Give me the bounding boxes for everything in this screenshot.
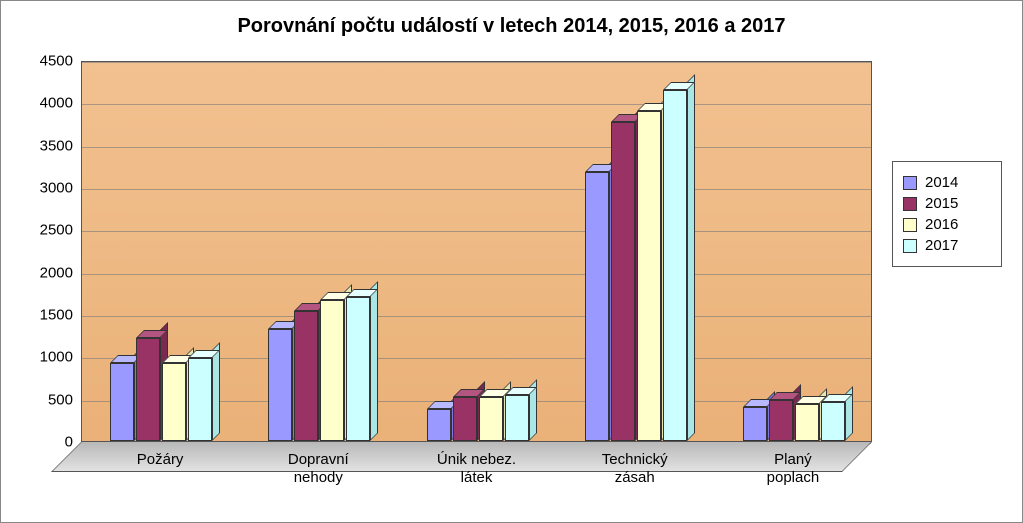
bar bbox=[110, 363, 134, 441]
y-tick-label: 2500 bbox=[40, 222, 73, 239]
y-tick-label: 2000 bbox=[40, 264, 73, 281]
legend-label: 2016 bbox=[925, 216, 958, 233]
x-tick-label: Dopravnínehody bbox=[239, 447, 397, 502]
y-tick-label: 1500 bbox=[40, 307, 73, 324]
bar bbox=[294, 311, 318, 441]
y-tick-label: 0 bbox=[65, 434, 73, 451]
bar bbox=[663, 90, 687, 441]
bar bbox=[188, 358, 212, 441]
x-tick-label: Požáry bbox=[81, 447, 239, 502]
y-tick-label: 4000 bbox=[40, 95, 73, 112]
bar bbox=[743, 407, 767, 441]
x-tick-label: Technickýzásah bbox=[556, 447, 714, 502]
x-axis-labels: PožáryDopravnínehodyÚnik nebez.látekTech… bbox=[81, 447, 872, 502]
bar bbox=[821, 402, 845, 441]
legend-item: 2017 bbox=[903, 237, 991, 254]
chart-body: 050010001500200025003000350040004500 Pož… bbox=[21, 61, 1002, 502]
y-tick-label: 500 bbox=[48, 391, 73, 408]
bar-group bbox=[427, 395, 529, 441]
legend-swatch bbox=[903, 239, 917, 253]
bar bbox=[320, 300, 344, 441]
chart-container: Porovnání počtu událostí v letech 2014, … bbox=[0, 0, 1023, 523]
gridline bbox=[82, 274, 871, 275]
bar bbox=[585, 172, 609, 441]
legend-label: 2015 bbox=[925, 195, 958, 212]
bar bbox=[769, 400, 793, 441]
chart-title: Porovnání počtu událostí v letech 2014, … bbox=[1, 1, 1022, 48]
bar bbox=[268, 329, 292, 441]
bar bbox=[611, 122, 635, 441]
plot-wrap: PožáryDopravnínehodyÚnik nebez.látekTech… bbox=[81, 61, 1002, 502]
legend-label: 2017 bbox=[925, 237, 958, 254]
y-tick-label: 4500 bbox=[40, 53, 73, 70]
y-axis: 050010001500200025003000350040004500 bbox=[21, 61, 81, 502]
bar bbox=[162, 363, 186, 441]
gridline bbox=[82, 316, 871, 317]
bar bbox=[136, 338, 160, 441]
bar bbox=[795, 404, 819, 441]
bar bbox=[479, 397, 503, 441]
y-tick-label: 3500 bbox=[40, 137, 73, 154]
gridline bbox=[82, 104, 871, 105]
legend-item: 2015 bbox=[903, 195, 991, 212]
plot-area bbox=[81, 61, 872, 442]
bar bbox=[637, 111, 661, 441]
bar bbox=[453, 397, 477, 441]
gridline bbox=[82, 189, 871, 190]
bar bbox=[505, 395, 529, 441]
bar bbox=[346, 297, 370, 441]
gridline bbox=[82, 231, 871, 232]
legend-swatch bbox=[903, 218, 917, 232]
gridline bbox=[82, 147, 871, 148]
legend-item: 2014 bbox=[903, 174, 991, 191]
y-tick-label: 3000 bbox=[40, 180, 73, 197]
legend-swatch bbox=[903, 197, 917, 211]
bar-group bbox=[110, 338, 212, 441]
legend-label: 2014 bbox=[925, 174, 958, 191]
legend-swatch bbox=[903, 176, 917, 190]
y-tick-label: 1000 bbox=[40, 349, 73, 366]
legend-item: 2016 bbox=[903, 216, 991, 233]
x-tick-label: Planýpoplach bbox=[714, 447, 872, 502]
x-tick-label: Únik nebez.látek bbox=[397, 447, 555, 502]
bar bbox=[427, 409, 451, 441]
bar-group bbox=[585, 90, 687, 441]
bar-group bbox=[268, 297, 370, 441]
gridline bbox=[82, 62, 871, 63]
bar-group bbox=[743, 400, 845, 441]
legend: 2014 2015 2016 2017 bbox=[892, 161, 1002, 267]
